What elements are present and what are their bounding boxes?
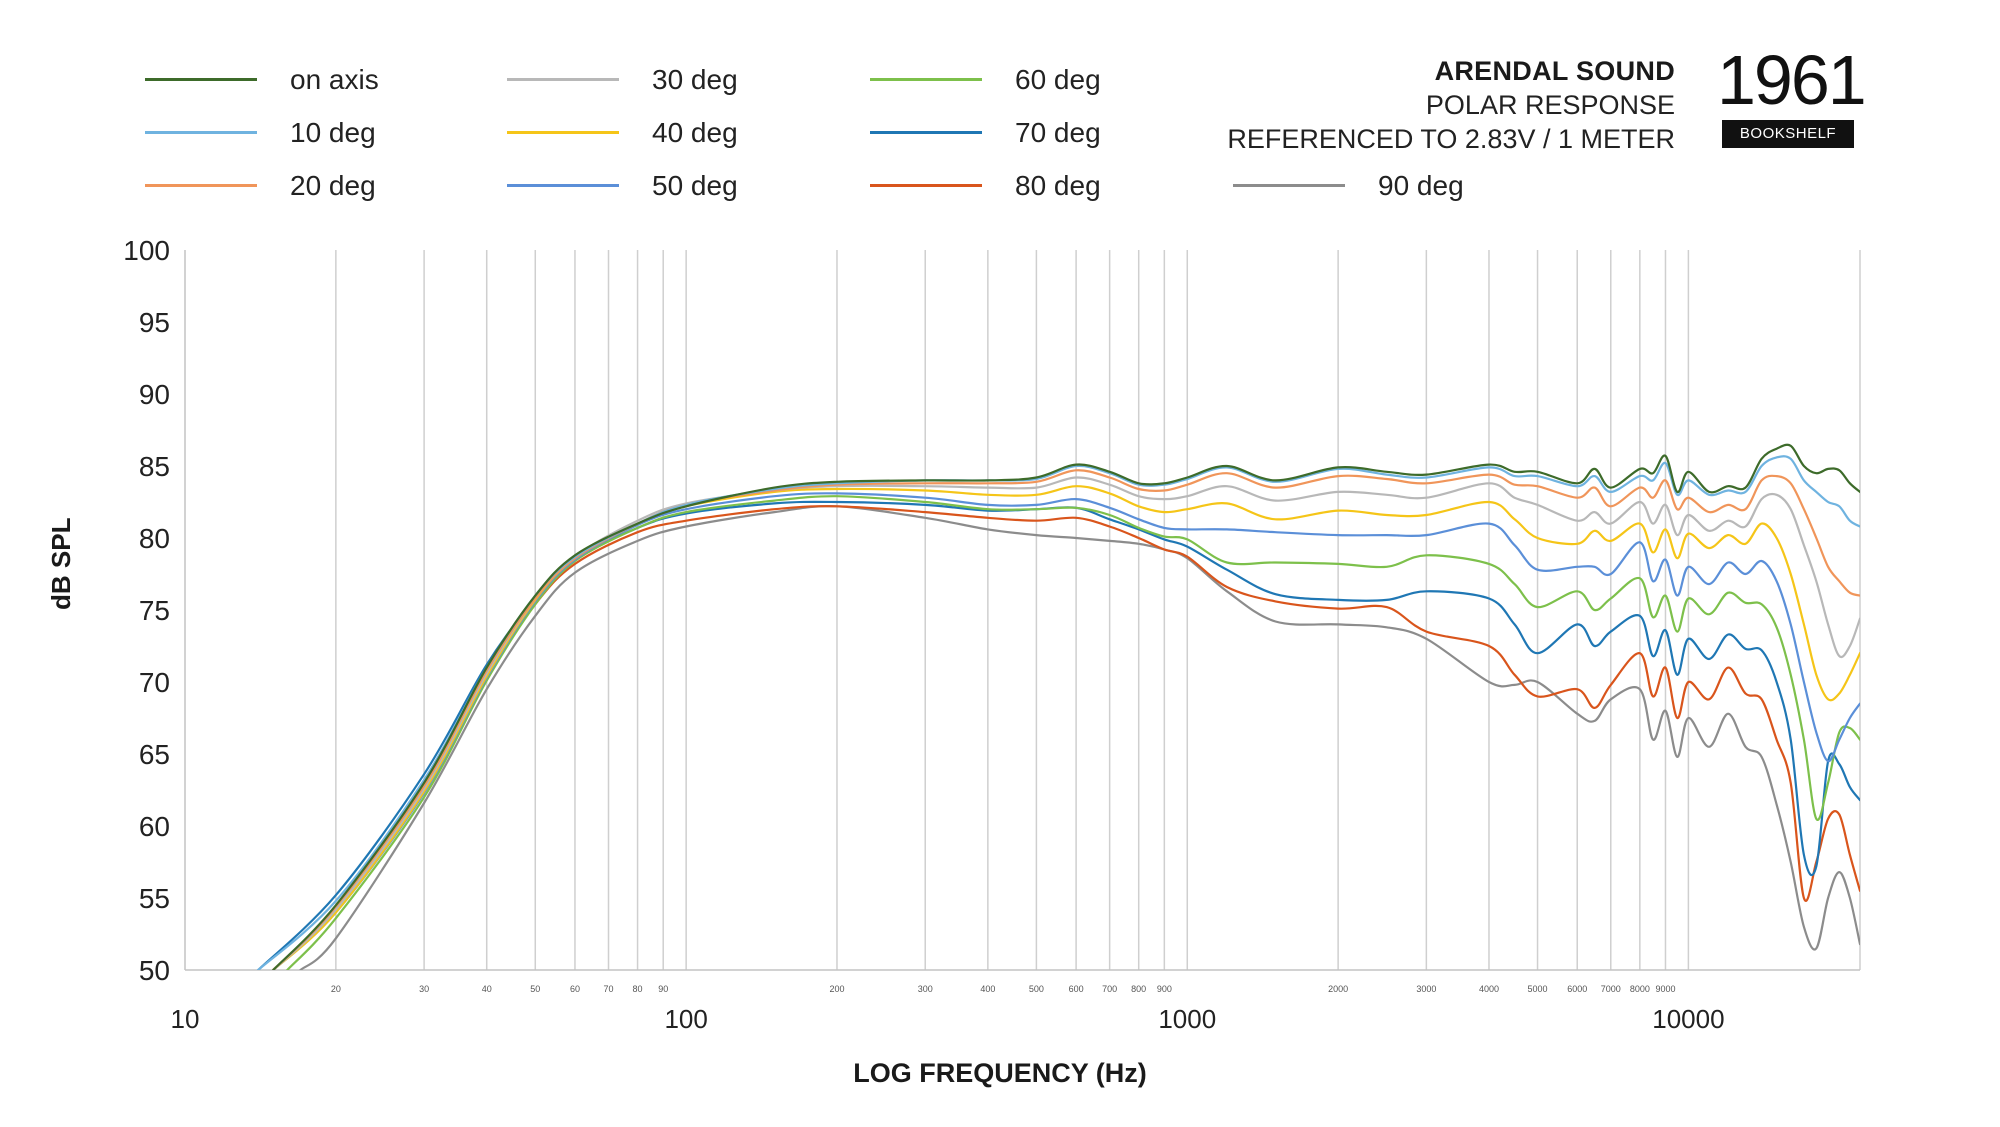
legend-label: 40 deg bbox=[652, 117, 738, 148]
x-minor-tick-label: 90 bbox=[658, 984, 668, 994]
legend-swatch bbox=[145, 131, 257, 134]
legend-label: 20 deg bbox=[290, 170, 376, 201]
legend-label: 70 deg bbox=[1015, 117, 1101, 148]
y-tick-label: 60 bbox=[139, 811, 170, 842]
legend-label: 50 deg bbox=[652, 170, 738, 201]
y-tick-label: 95 bbox=[139, 307, 170, 338]
y-tick-label: 50 bbox=[139, 955, 170, 986]
y-tick-label: 65 bbox=[139, 739, 170, 770]
legend-swatch bbox=[145, 184, 257, 187]
chart-title: POLAR RESPONSE bbox=[1425, 90, 1675, 120]
legend-swatch bbox=[507, 131, 619, 134]
x-major-tick-label: 10000 bbox=[1652, 1004, 1724, 1034]
y-tick-label: 80 bbox=[139, 523, 170, 554]
legend-label: 10 deg bbox=[290, 117, 376, 148]
series-group bbox=[257, 443, 1860, 970]
series-line-20-deg bbox=[272, 469, 1860, 970]
series-line-80-deg bbox=[272, 505, 1860, 970]
x-minor-tick-label: 50 bbox=[530, 984, 540, 994]
x-major-tick-label: 100 bbox=[664, 1004, 707, 1034]
legend-swatch bbox=[870, 78, 982, 81]
x-minor-tick-label: 8000 bbox=[1630, 984, 1650, 994]
grid bbox=[335, 250, 1861, 970]
x-minor-tick-label: 500 bbox=[1029, 984, 1044, 994]
legend-swatch bbox=[1233, 184, 1345, 187]
x-major-tick-label: 10 bbox=[171, 1004, 200, 1034]
series-line-90-deg bbox=[299, 505, 1860, 970]
series-line-on-axis bbox=[272, 443, 1860, 970]
series-line-70-deg bbox=[257, 500, 1860, 970]
x-minor-tick-label: 5000 bbox=[1528, 984, 1548, 994]
x-minor-tick-label: 900 bbox=[1157, 984, 1172, 994]
x-minor-tick-label: 80 bbox=[633, 984, 643, 994]
series-line-60-deg bbox=[286, 495, 1860, 970]
legend-label: 30 deg bbox=[652, 64, 738, 95]
legend-swatch bbox=[507, 184, 619, 187]
brand-block: ARENDAL SOUND POLAR RESPONSE REFERENCED … bbox=[1227, 54, 1675, 156]
x-minor-tick-label: 30 bbox=[419, 984, 429, 994]
legend-label: 80 deg bbox=[1015, 170, 1101, 201]
y-axis-label: dB SPL bbox=[46, 517, 76, 610]
x-minor-tick-label: 70 bbox=[603, 984, 613, 994]
model-badge: BOOKSHELF bbox=[1722, 120, 1854, 148]
x-minor-tick-label: 2000 bbox=[1328, 984, 1348, 994]
legend-swatch bbox=[507, 78, 619, 81]
x-minor-tick-label: 800 bbox=[1131, 984, 1146, 994]
chart-subtitle: REFERENCED TO 2.83V / 1 METER bbox=[1227, 124, 1675, 154]
y-tick-label: 100 bbox=[123, 235, 170, 266]
x-minor-tick-label: 6000 bbox=[1567, 984, 1587, 994]
legend-label: 90 deg bbox=[1378, 170, 1464, 201]
legend-swatch bbox=[870, 131, 982, 134]
x-minor-tick-label: 9000 bbox=[1655, 984, 1675, 994]
x-minor-tick-label: 700 bbox=[1102, 984, 1117, 994]
x-minor-tick-label: 60 bbox=[570, 984, 580, 994]
series-line-50-deg bbox=[272, 492, 1860, 970]
legend-label: on axis bbox=[290, 64, 379, 95]
y-tick-label: 55 bbox=[139, 883, 170, 914]
series-line-30-deg bbox=[272, 476, 1860, 970]
x-minor-tick-label: 600 bbox=[1069, 984, 1084, 994]
x-minor-tick-label: 40 bbox=[482, 984, 492, 994]
x-minor-tick-label: 7000 bbox=[1601, 984, 1621, 994]
y-tick-label: 70 bbox=[139, 667, 170, 698]
x-minor-tick-label: 4000 bbox=[1479, 984, 1499, 994]
x-minor-tick-label: 20 bbox=[331, 984, 341, 994]
x-major-tick-label: 1000 bbox=[1158, 1004, 1216, 1034]
brand-name: ARENDAL SOUND bbox=[1434, 56, 1675, 86]
series-line-10-deg bbox=[257, 455, 1860, 970]
model-number: 1961 bbox=[1717, 41, 1867, 119]
legend-swatch bbox=[145, 78, 257, 81]
x-minor-tick-label: 300 bbox=[918, 984, 933, 994]
series-line-40-deg bbox=[272, 485, 1860, 970]
x-axis-label: LOG FREQUENCY (Hz) bbox=[853, 1058, 1147, 1088]
y-tick-label: 90 bbox=[139, 379, 170, 410]
x-minor-tick-label: 3000 bbox=[1416, 984, 1436, 994]
legend-label: 60 deg bbox=[1015, 64, 1101, 95]
legend-swatch bbox=[870, 184, 982, 187]
y-tick-label: 75 bbox=[139, 595, 170, 626]
x-minor-tick-label: 200 bbox=[829, 984, 844, 994]
y-tick-label: 85 bbox=[139, 451, 170, 482]
x-minor-tick-label: 400 bbox=[980, 984, 995, 994]
